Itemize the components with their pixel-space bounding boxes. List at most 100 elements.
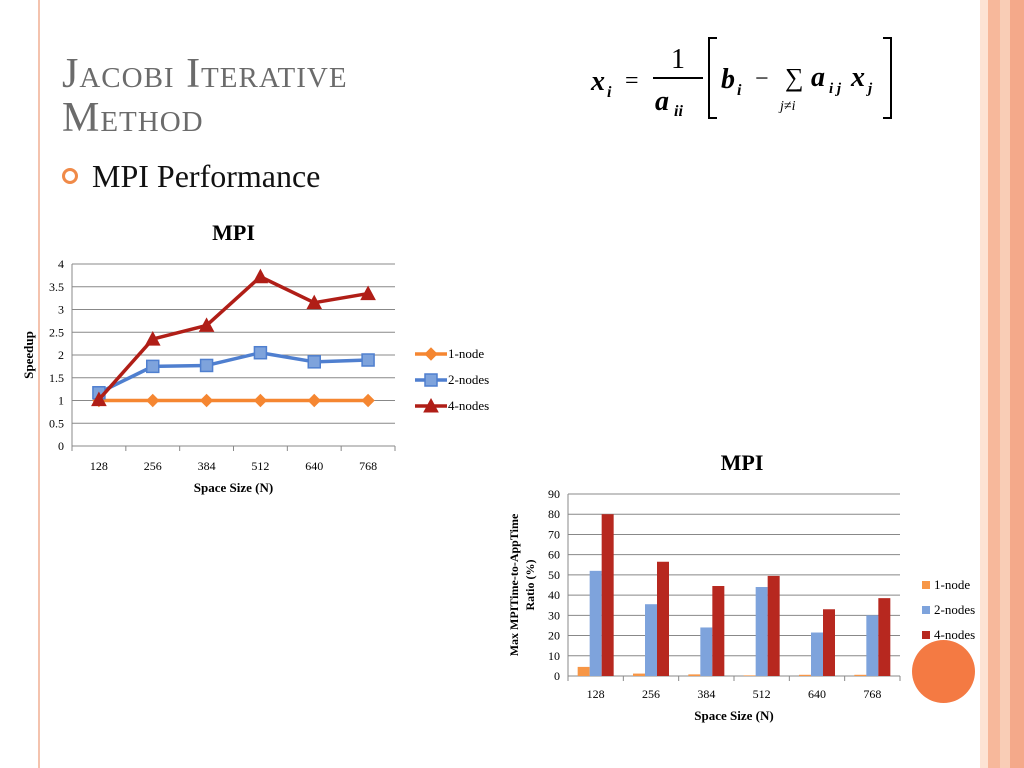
formula-lhs-sub: i	[607, 84, 612, 101]
line-point-4-nodes	[306, 294, 323, 310]
band-3	[1000, 0, 1010, 768]
line-chart-ytick-label: 4	[58, 257, 64, 271]
line-legend-marker-1-node	[424, 347, 438, 361]
bar-chart-y-axis-title-line-1: Max MPITime-to-AppTime	[507, 513, 521, 656]
line-point-4-nodes	[360, 285, 376, 301]
jacobi-formula: x i = 1 a ii b i − ∑ j≠i a i j x j	[585, 30, 905, 125]
bar-2-nodes	[589, 570, 602, 676]
bar-1-node	[577, 666, 590, 676]
bar-1-node	[633, 673, 645, 676]
bar-4-nodes	[712, 586, 725, 676]
line-chart-ytick-label: 1.5	[49, 371, 64, 385]
line-point-2-nodes	[307, 355, 321, 369]
bar-chart-xtick-label: 640	[808, 687, 826, 701]
line-point-4-nodes	[144, 331, 161, 346]
band-1	[980, 0, 988, 768]
bar-chart-title: MPI	[721, 450, 764, 475]
bar-legend-label-2-nodes: 2-nodes	[934, 602, 975, 617]
line-chart-ytick-label: 0	[58, 439, 64, 453]
line-chart-xtick-label: 128	[90, 459, 108, 473]
bar-chart-y-axis-title-line-2: Ratio (%)	[523, 560, 537, 611]
formula-right-bracket	[883, 37, 892, 119]
line-chart-ytick-label: 0.5	[49, 416, 64, 430]
line-point-1-node	[146, 393, 160, 408]
bar-chart-xtick-label: 384	[697, 687, 715, 701]
line-chart-ytick-label: 1	[58, 394, 64, 408]
formula-equals: =	[625, 68, 639, 94]
line-legend-label-1-node: 1-node	[448, 346, 484, 361]
line-chart-ytick-label: 3.5	[49, 280, 64, 294]
formula-a-sub: i j	[829, 81, 842, 97]
bar-2-nodes	[866, 615, 879, 676]
line-chart-ytick-label: 2.5	[49, 325, 64, 339]
bar-chart-xtick-label: 512	[753, 687, 771, 701]
bar-chart-ytick-label: 10	[548, 649, 560, 663]
bar-4-nodes	[878, 598, 891, 676]
line-chart-xtick-label: 768	[359, 459, 377, 473]
bar-chart-xtick-label: 768	[863, 687, 881, 701]
left-decorative-rule	[38, 0, 40, 768]
bar-legend-swatch-1-node	[922, 581, 930, 589]
bar-1-node	[854, 674, 867, 676]
bar-4-nodes	[767, 575, 780, 676]
line-legend-marker-4-nodes	[423, 397, 439, 413]
speedup-line-chart: MPI 0 0.5 1 1.5 2 2.5 3 3.5 4 128 256 384 512 640 768 Sp…	[10, 210, 510, 510]
bar-4-nodes	[823, 609, 835, 676]
formula-lhs: x	[590, 66, 605, 97]
formula-x: x	[850, 62, 865, 93]
bar-4-nodes	[657, 561, 669, 676]
bar-chart-ytick-label: 20	[548, 629, 560, 643]
formula-denominator-sub: ii	[674, 103, 683, 120]
line-point-4-nodes	[91, 391, 107, 407]
band-2	[988, 0, 1000, 768]
line-point-4-nodes	[198, 317, 215, 332]
line-point-2-nodes	[253, 345, 268, 360]
line-chart-xtick-label: 384	[198, 459, 216, 473]
line-point-2-nodes	[146, 359, 160, 374]
bar-legend-swatch-2-nodes	[922, 606, 930, 614]
bar-chart-ytick-label: 70	[548, 527, 560, 541]
speedup-line-chart-svg: MPI 0 0.5 1 1.5 2 2.5 3 3.5 4 128 256 384 512 640 768 Sp…	[21, 220, 489, 495]
bar-2-nodes	[700, 627, 713, 676]
line-point-1-node	[253, 393, 268, 408]
line-legend-label-2-nodes: 2-nodes	[448, 372, 489, 387]
bar-2-nodes	[645, 604, 657, 676]
bullet-item: MPI Performance	[62, 156, 320, 196]
line-chart-ytick-label: 2	[58, 348, 64, 362]
line-point-1-node	[307, 393, 321, 408]
line-chart-xtick-label: 256	[144, 459, 162, 473]
bar-2-nodes	[755, 587, 768, 676]
bar-legend-label-1-node: 1-node	[934, 577, 970, 592]
bar-chart-xtick-label: 128	[587, 687, 605, 701]
mpi-ratio-bar-chart-svg: MPI 0 10 20 30 40 50 60 70 80 90 128 256 384 512 640 768…	[507, 450, 975, 723]
line-legend-marker-2-nodes	[424, 373, 438, 387]
line-chart-x-axis-title: Space Size (N)	[194, 480, 273, 495]
bar-chart-ytick-label: 30	[548, 608, 560, 622]
line-chart-ytick-label: 3	[58, 303, 64, 317]
line-legend-label-4-nodes: 4-nodes	[448, 398, 489, 413]
formula-graphic: x i = 1 a ii b i − ∑ j≠i a i j x j	[590, 37, 892, 120]
bar-legend-label-4-nodes: 4-nodes	[934, 627, 975, 642]
formula-denominator: a	[655, 86, 669, 117]
band-4	[1010, 0, 1024, 768]
formula-b-sub: i	[737, 82, 742, 99]
bar-chart-ytick-label: 50	[548, 568, 560, 582]
bar-legend-swatch-4-nodes	[922, 631, 930, 639]
line-series-4-nodes	[97, 274, 369, 401]
bar-1-node	[743, 675, 756, 676]
formula-a: a	[811, 62, 825, 93]
formula-numerator: 1	[671, 44, 685, 75]
line-series-2-nodes	[98, 350, 369, 395]
bar-1-node	[799, 674, 811, 676]
slide-title: Jacobi Iterative Method	[62, 52, 482, 140]
line-point-1-node	[199, 393, 214, 408]
bar-chart-ytick-label: 60	[548, 548, 560, 562]
bar-chart-ytick-label: 90	[548, 487, 560, 501]
line-point-2-nodes	[199, 358, 214, 373]
line-chart-xtick-label: 640	[305, 459, 323, 473]
bar-chart-ytick-label: 40	[548, 588, 560, 602]
bar-chart-ytick-label: 80	[548, 507, 560, 521]
formula-minus: −	[755, 66, 769, 92]
line-chart-xtick-label: 512	[251, 459, 269, 473]
formula-x-sub: j	[866, 81, 873, 97]
